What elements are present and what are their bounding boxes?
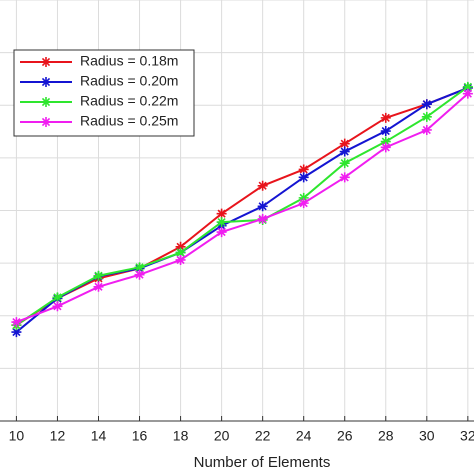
data-point [421, 111, 432, 122]
data-point [52, 301, 63, 312]
legend: Radius = 0.18m Radius = 0.20m Radius = 0.2… [13, 49, 195, 137]
data-point [380, 112, 391, 123]
data-point [298, 198, 309, 209]
data-point [462, 81, 473, 92]
data-point [11, 317, 22, 328]
legend-marker [41, 117, 51, 127]
data-point [175, 247, 186, 258]
legend-label: Radius = 0.22m [80, 93, 178, 109]
data-point [421, 99, 432, 110]
series-line [16, 92, 469, 323]
legend-marker [41, 97, 51, 107]
data-point [175, 254, 186, 265]
data-point [298, 172, 309, 183]
x-tick-label: 30 [419, 428, 435, 444]
data-point [11, 327, 22, 338]
data-point [93, 270, 104, 281]
data-point [257, 201, 268, 212]
x-tick-label: 20 [214, 428, 230, 444]
data-point [175, 241, 186, 252]
data-point [380, 126, 391, 137]
data-point [298, 192, 309, 203]
x-axis-label: Number of Elements [194, 454, 331, 471]
data-point [257, 213, 268, 224]
series-line [15, 86, 469, 327]
data-point [421, 124, 432, 135]
x-tick-label: 14 [91, 428, 107, 444]
data-point [339, 146, 350, 157]
x-tick-label: 24 [296, 428, 312, 444]
legend-label: Radius = 0.20m [80, 73, 178, 89]
data-point [216, 208, 227, 219]
x-tick-label: 22 [255, 428, 271, 444]
legend-label: Radius = 0.25m [80, 113, 178, 129]
data-point [216, 227, 227, 238]
x-tick-label: 18 [173, 428, 189, 444]
data-point [216, 217, 227, 228]
data-point [134, 269, 145, 280]
data-point [134, 262, 145, 273]
x-tick-label: 10 [9, 428, 25, 444]
data-point [339, 138, 350, 149]
series-line [15, 86, 469, 327]
x-tick-label: 26 [337, 428, 353, 444]
data-point [462, 88, 473, 99]
x-tick-label: 16 [132, 428, 148, 444]
legend-label: Radius = 0.18m [80, 53, 178, 69]
x-tick-label: 28 [378, 428, 394, 444]
legend-marker [41, 57, 51, 67]
data-point [93, 281, 104, 292]
data-point [257, 180, 268, 191]
x-tick-label: 32 [460, 428, 474, 444]
data-point [52, 292, 63, 303]
data-point [380, 142, 391, 153]
data-point [380, 136, 391, 147]
data-point [298, 164, 309, 175]
x-tick-label: 12 [50, 428, 66, 444]
data-point [339, 158, 350, 169]
data-point [339, 172, 350, 183]
legend-marker [41, 77, 51, 87]
